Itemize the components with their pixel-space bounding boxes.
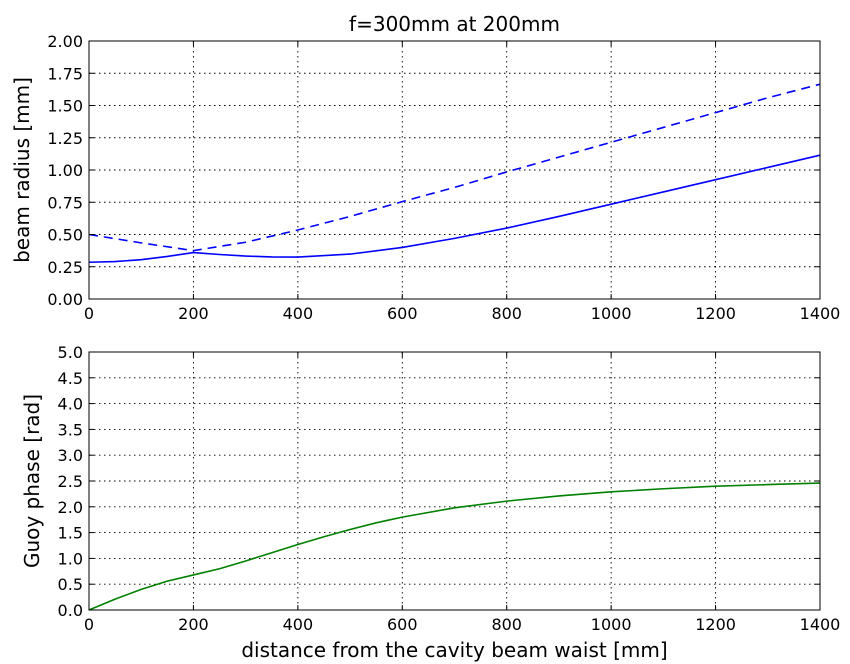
y-tick-label: 0.5 xyxy=(58,575,83,594)
y-tick-label: 4.5 xyxy=(58,369,83,388)
x-tick-label: 200 xyxy=(178,615,209,634)
y-axis-label-guoy-phase: Guoy phase [rad] xyxy=(20,394,44,568)
y-tick-label: 3.5 xyxy=(58,420,83,439)
x-tick-label: 1200 xyxy=(695,615,736,634)
y-tick-label: 3.0 xyxy=(58,446,83,465)
y-tick-label: 1.0 xyxy=(58,549,83,568)
y-tick-label: 2.00 xyxy=(47,32,83,51)
y-tick-label: 0.50 xyxy=(47,226,83,245)
y-tick-label: 0.00 xyxy=(47,290,83,309)
ticks-beam-radius: 0 200 400 600 800 1000 1200 1400 0.00 0.25 0.50 0.7… xyxy=(47,32,840,323)
series-line-beam-radius-solid xyxy=(88,154,821,264)
chart-title: f=300mm at 200mm xyxy=(349,12,560,36)
y-tick-label: 5.0 xyxy=(58,343,83,362)
panel-guoy-phase: 0 200 400 600 800 1000 1200 1400 0.0 0.5 1.0 1.5 2.0… xyxy=(20,343,840,662)
x-tick-label: 800 xyxy=(491,304,522,323)
grid-beam-radius xyxy=(89,41,820,299)
y-tick-label: 0.0 xyxy=(58,601,83,620)
y-axis-label-beam-radius: beam radius [mm] xyxy=(10,77,34,263)
y-tick-label: 2.0 xyxy=(58,498,83,517)
y-tick-label: 2.5 xyxy=(58,472,83,491)
panel-beam-radius: f=300mm at 200mm 0 200 400 600 800 1000 1200 14… xyxy=(10,12,840,323)
y-tick-label: 1.25 xyxy=(47,129,83,148)
series-line-beam-radius-dashed xyxy=(88,83,821,252)
series-guoy-phase xyxy=(88,482,821,611)
x-tick-label: 1200 xyxy=(695,304,736,323)
y-tick-label: 1.5 xyxy=(58,524,83,543)
x-tick-label: 0 xyxy=(84,615,94,634)
ticks-guoy-phase: 0 200 400 600 800 1000 1200 1400 0.0 0.5 1.0 1.5 2.0… xyxy=(58,343,841,634)
y-tick-label: 1.00 xyxy=(47,161,83,180)
x-tick-label: 1400 xyxy=(800,304,841,323)
y-tick-label: 1.75 xyxy=(47,64,83,83)
grid-guoy-phase xyxy=(89,352,820,610)
x-tick-label: 600 xyxy=(387,615,418,634)
x-tick-label: 600 xyxy=(387,304,418,323)
x-tick-label: 400 xyxy=(283,615,314,634)
x-tick-label: 0 xyxy=(84,304,94,323)
x-tick-label: 1000 xyxy=(591,304,632,323)
x-tick-label: 200 xyxy=(178,304,209,323)
y-tick-label: 0.25 xyxy=(47,258,83,277)
y-tick-label: 0.75 xyxy=(47,193,83,212)
y-tick-label: 1.50 xyxy=(47,97,83,116)
x-tick-label: 1000 xyxy=(591,615,632,634)
y-tick-label: 4.0 xyxy=(58,395,83,414)
series-beam-radius xyxy=(88,83,821,264)
x-tick-label: 1400 xyxy=(800,615,841,634)
series-line-guoy-phase-solid xyxy=(88,482,821,611)
x-axis-label: distance from the cavity beam waist [mm] xyxy=(241,638,667,662)
x-tick-label: 800 xyxy=(491,615,522,634)
x-tick-label: 400 xyxy=(283,304,314,323)
